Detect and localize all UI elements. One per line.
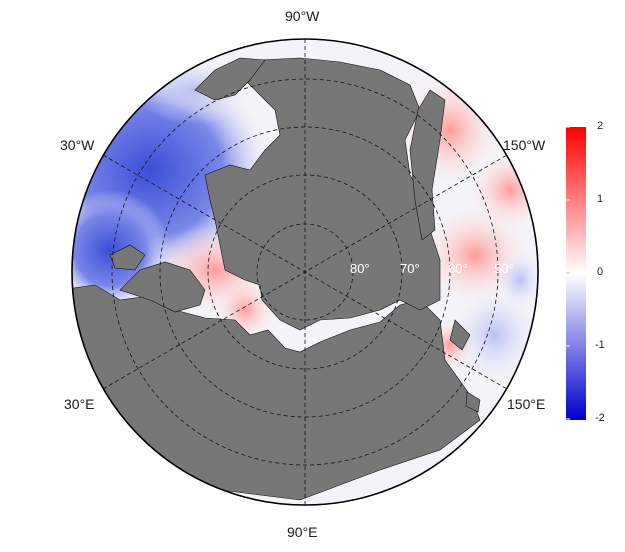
lon-label-upper-right: 150°W [503,137,546,153]
lat-label-50: 50° [494,261,514,276]
map-outline [71,38,539,506]
lon-label-upper-left: 30°W [60,137,95,153]
lon-label-bottom: 90°E [287,524,318,540]
colorbar [566,126,586,420]
colorbar-tick-neg1: -1 [595,339,605,351]
lon-label-top: 90°W [285,8,320,24]
lat-label-80: 80° [350,261,370,276]
colorbar-tick-0: 0 [597,266,604,278]
colorbar-tick-neg2: -2 [595,412,605,424]
lon-label-lower-right: 150°E [507,396,546,412]
lon-label-lower-left: 30°E [64,396,95,412]
graticule [102,39,508,505]
colorbar-tick-1: 1 [597,193,604,205]
colorbar-tick-2: 2 [597,120,604,132]
lat-label-60: 60° [448,261,468,276]
land-masses [72,57,481,501]
colorbar-gradient [566,127,586,420]
lat-label-70: 70° [400,261,420,276]
map-disc [72,39,538,505]
